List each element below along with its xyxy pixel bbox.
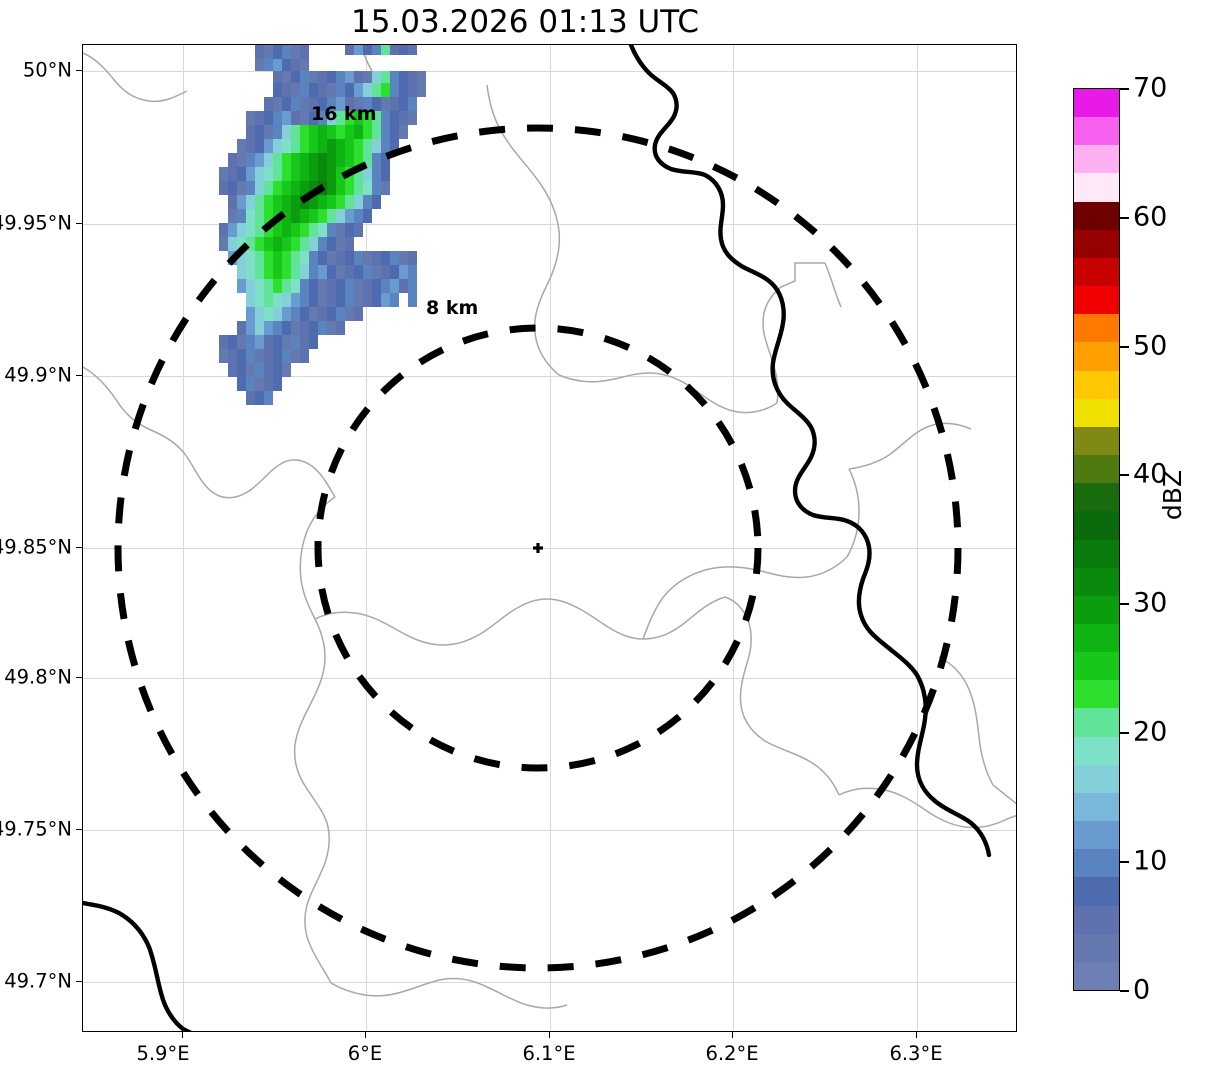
x-axis-label-63: 6.3°E: [889, 1042, 943, 1065]
colorbar-title: dBZ: [1158, 469, 1187, 521]
gridline-vertical: [917, 45, 918, 1031]
colorbar-band: [1074, 792, 1119, 822]
gridline-horizontal: [83, 830, 1016, 831]
colorbar-tickmark: [1120, 474, 1129, 476]
colorbar-tickmark: [1120, 990, 1129, 992]
colorbar-band: [1074, 623, 1119, 653]
colorbar: [1073, 88, 1120, 991]
colorbar-band: [1074, 173, 1119, 202]
y-axis-label-499: 49.9°N: [4, 363, 72, 387]
radar-site-marker: [533, 543, 543, 553]
gridline-vertical: [183, 45, 184, 1031]
colorbar-label-20: 20: [1133, 716, 1168, 748]
x-axis-label-59: 5.9°E: [136, 1042, 190, 1065]
colorbar-band: [1074, 652, 1119, 681]
colorbar-band: [1074, 229, 1119, 258]
colorbar-band: [1074, 257, 1119, 287]
map-layers: [83, 45, 1016, 1031]
gridline-horizontal: [83, 548, 1016, 549]
colorbar-band: [1074, 736, 1119, 765]
colorbar-band: [1074, 455, 1119, 484]
colorbar-band: [1074, 398, 1119, 427]
y-tickmark: [76, 547, 82, 549]
colorbar-tickmark: [1120, 861, 1129, 863]
colorbar-band: [1074, 680, 1119, 709]
range-ring-8km: [314, 324, 762, 772]
gridline-vertical: [550, 45, 551, 1031]
colorbar-band: [1074, 117, 1119, 146]
gridline-horizontal: [83, 376, 1016, 377]
colorbar-band: [1074, 342, 1119, 371]
colorbar-label-10: 10: [1133, 845, 1168, 877]
y-tickmark: [76, 223, 82, 225]
colorbar-band: [1074, 849, 1119, 878]
y-tickmark: [76, 70, 82, 72]
radar-echo-layer: [219, 45, 426, 405]
colorbar-band: [1074, 961, 1119, 990]
colorbar-band: [1074, 314, 1119, 343]
y-tickmark: [76, 981, 82, 983]
colorbar-tickmark: [1120, 732, 1129, 734]
x-tickmark: [916, 1032, 918, 1038]
x-axis-label-61: 6.1°E: [522, 1042, 576, 1065]
colorbar-band: [1074, 933, 1119, 962]
colorbar-band: [1074, 201, 1119, 230]
colorbar-band: [1074, 539, 1119, 568]
colorbar-band: [1074, 483, 1119, 512]
y-tickmark: [76, 829, 82, 831]
colorbar-band: [1074, 567, 1119, 596]
colorbar-label-50: 50: [1133, 330, 1168, 362]
gridline-horizontal: [83, 678, 1016, 679]
x-tickmark: [365, 1032, 367, 1038]
x-tickmark: [549, 1032, 551, 1038]
x-tickmark: [182, 1032, 184, 1038]
colorbar-band: [1074, 821, 1119, 850]
colorbar-band: [1074, 286, 1119, 315]
colorbar-tickmark: [1120, 217, 1129, 219]
colorbar-band: [1074, 905, 1119, 934]
colorbar-band: [1074, 145, 1119, 174]
gridline-horizontal: [83, 224, 1016, 225]
gridline-vertical: [366, 45, 367, 1031]
country-border-layer: [83, 45, 992, 1031]
colorbar-band: [1074, 877, 1119, 906]
y-axis-label-50: 50°N: [22, 58, 72, 82]
colorbar-band: [1074, 511, 1119, 540]
y-tickmark: [76, 375, 82, 377]
colorbar-tickmark: [1120, 346, 1129, 348]
gridline-horizontal: [83, 982, 1016, 983]
range-ring-16km: [114, 124, 962, 972]
y-axis-label-4985: 49.85°N: [0, 535, 72, 559]
colorbar-label-70: 70: [1133, 72, 1168, 104]
y-tickmark: [76, 677, 82, 679]
gridline-vertical: [733, 45, 734, 1031]
colorbar-tickmark: [1120, 603, 1129, 605]
colorbar-tickmark: [1120, 88, 1129, 90]
colorbar-band: [1074, 595, 1119, 624]
colorbar-label-60: 60: [1133, 201, 1168, 233]
y-axis-label-4995: 49.95°N: [0, 211, 72, 235]
colorbar-label-30: 30: [1133, 587, 1168, 619]
page-title: 15.03.2026 01:13 UTC: [351, 4, 699, 40]
y-axis-label-498: 49.8°N: [4, 665, 72, 689]
y-axis-label-4975: 49.75°N: [0, 817, 72, 841]
gridline-horizontal: [83, 71, 1016, 72]
colorbar-band: [1074, 708, 1119, 737]
x-axis-label-6: 6°E: [347, 1042, 383, 1065]
map-plot-area: 16 km 8 km: [82, 44, 1017, 1032]
colorbar-band: [1074, 426, 1119, 456]
x-axis-label-62: 6.2°E: [705, 1042, 759, 1065]
colorbar-label-40: 40: [1133, 458, 1168, 490]
colorbar-band: [1074, 89, 1119, 118]
y-axis-label-497: 49.7°N: [4, 969, 72, 993]
admin-boundaries-layer: [83, 45, 1016, 1009]
range-ring-label-8km: 8 km: [426, 297, 479, 319]
colorbar-band: [1074, 764, 1119, 793]
x-tickmark: [732, 1032, 734, 1038]
colorbar-label-0: 0: [1133, 974, 1151, 1006]
colorbar-band: [1074, 370, 1119, 399]
range-ring-label-16km: 16 km: [311, 103, 377, 125]
